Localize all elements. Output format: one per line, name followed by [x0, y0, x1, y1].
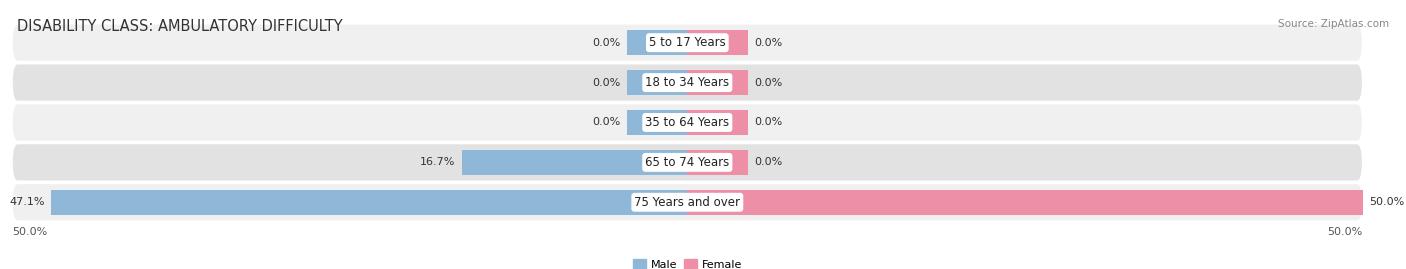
- Text: 75 Years and over: 75 Years and over: [634, 196, 741, 209]
- Text: 5 to 17 Years: 5 to 17 Years: [650, 36, 725, 49]
- Text: 65 to 74 Years: 65 to 74 Years: [645, 156, 730, 169]
- Text: 0.0%: 0.0%: [592, 118, 620, 128]
- Text: 0.0%: 0.0%: [755, 38, 783, 48]
- Bar: [627, 110, 688, 135]
- FancyBboxPatch shape: [11, 23, 1362, 62]
- Text: 0.0%: 0.0%: [755, 157, 783, 167]
- Text: 16.7%: 16.7%: [420, 157, 456, 167]
- Bar: [688, 110, 748, 135]
- Bar: [51, 190, 688, 215]
- Text: 50.0%: 50.0%: [1369, 197, 1405, 207]
- FancyBboxPatch shape: [11, 103, 1362, 141]
- Text: 50.0%: 50.0%: [11, 227, 48, 237]
- Bar: [627, 30, 688, 55]
- Text: 0.0%: 0.0%: [592, 38, 620, 48]
- Bar: [688, 30, 748, 55]
- FancyBboxPatch shape: [11, 143, 1362, 182]
- Bar: [461, 150, 688, 175]
- Text: 0.0%: 0.0%: [755, 77, 783, 88]
- Text: 35 to 64 Years: 35 to 64 Years: [645, 116, 730, 129]
- Text: 50.0%: 50.0%: [1327, 227, 1362, 237]
- Legend: Male, Female: Male, Female: [633, 259, 742, 269]
- FancyBboxPatch shape: [11, 63, 1362, 102]
- Bar: [688, 150, 748, 175]
- Text: 0.0%: 0.0%: [592, 77, 620, 88]
- Bar: [688, 70, 748, 95]
- Text: 47.1%: 47.1%: [8, 197, 45, 207]
- Bar: [688, 190, 1362, 215]
- FancyBboxPatch shape: [11, 183, 1362, 221]
- Bar: [627, 70, 688, 95]
- Text: 0.0%: 0.0%: [755, 118, 783, 128]
- Text: Source: ZipAtlas.com: Source: ZipAtlas.com: [1278, 19, 1389, 29]
- Text: DISABILITY CLASS: AMBULATORY DIFFICULTY: DISABILITY CLASS: AMBULATORY DIFFICULTY: [17, 19, 343, 34]
- Text: 18 to 34 Years: 18 to 34 Years: [645, 76, 730, 89]
